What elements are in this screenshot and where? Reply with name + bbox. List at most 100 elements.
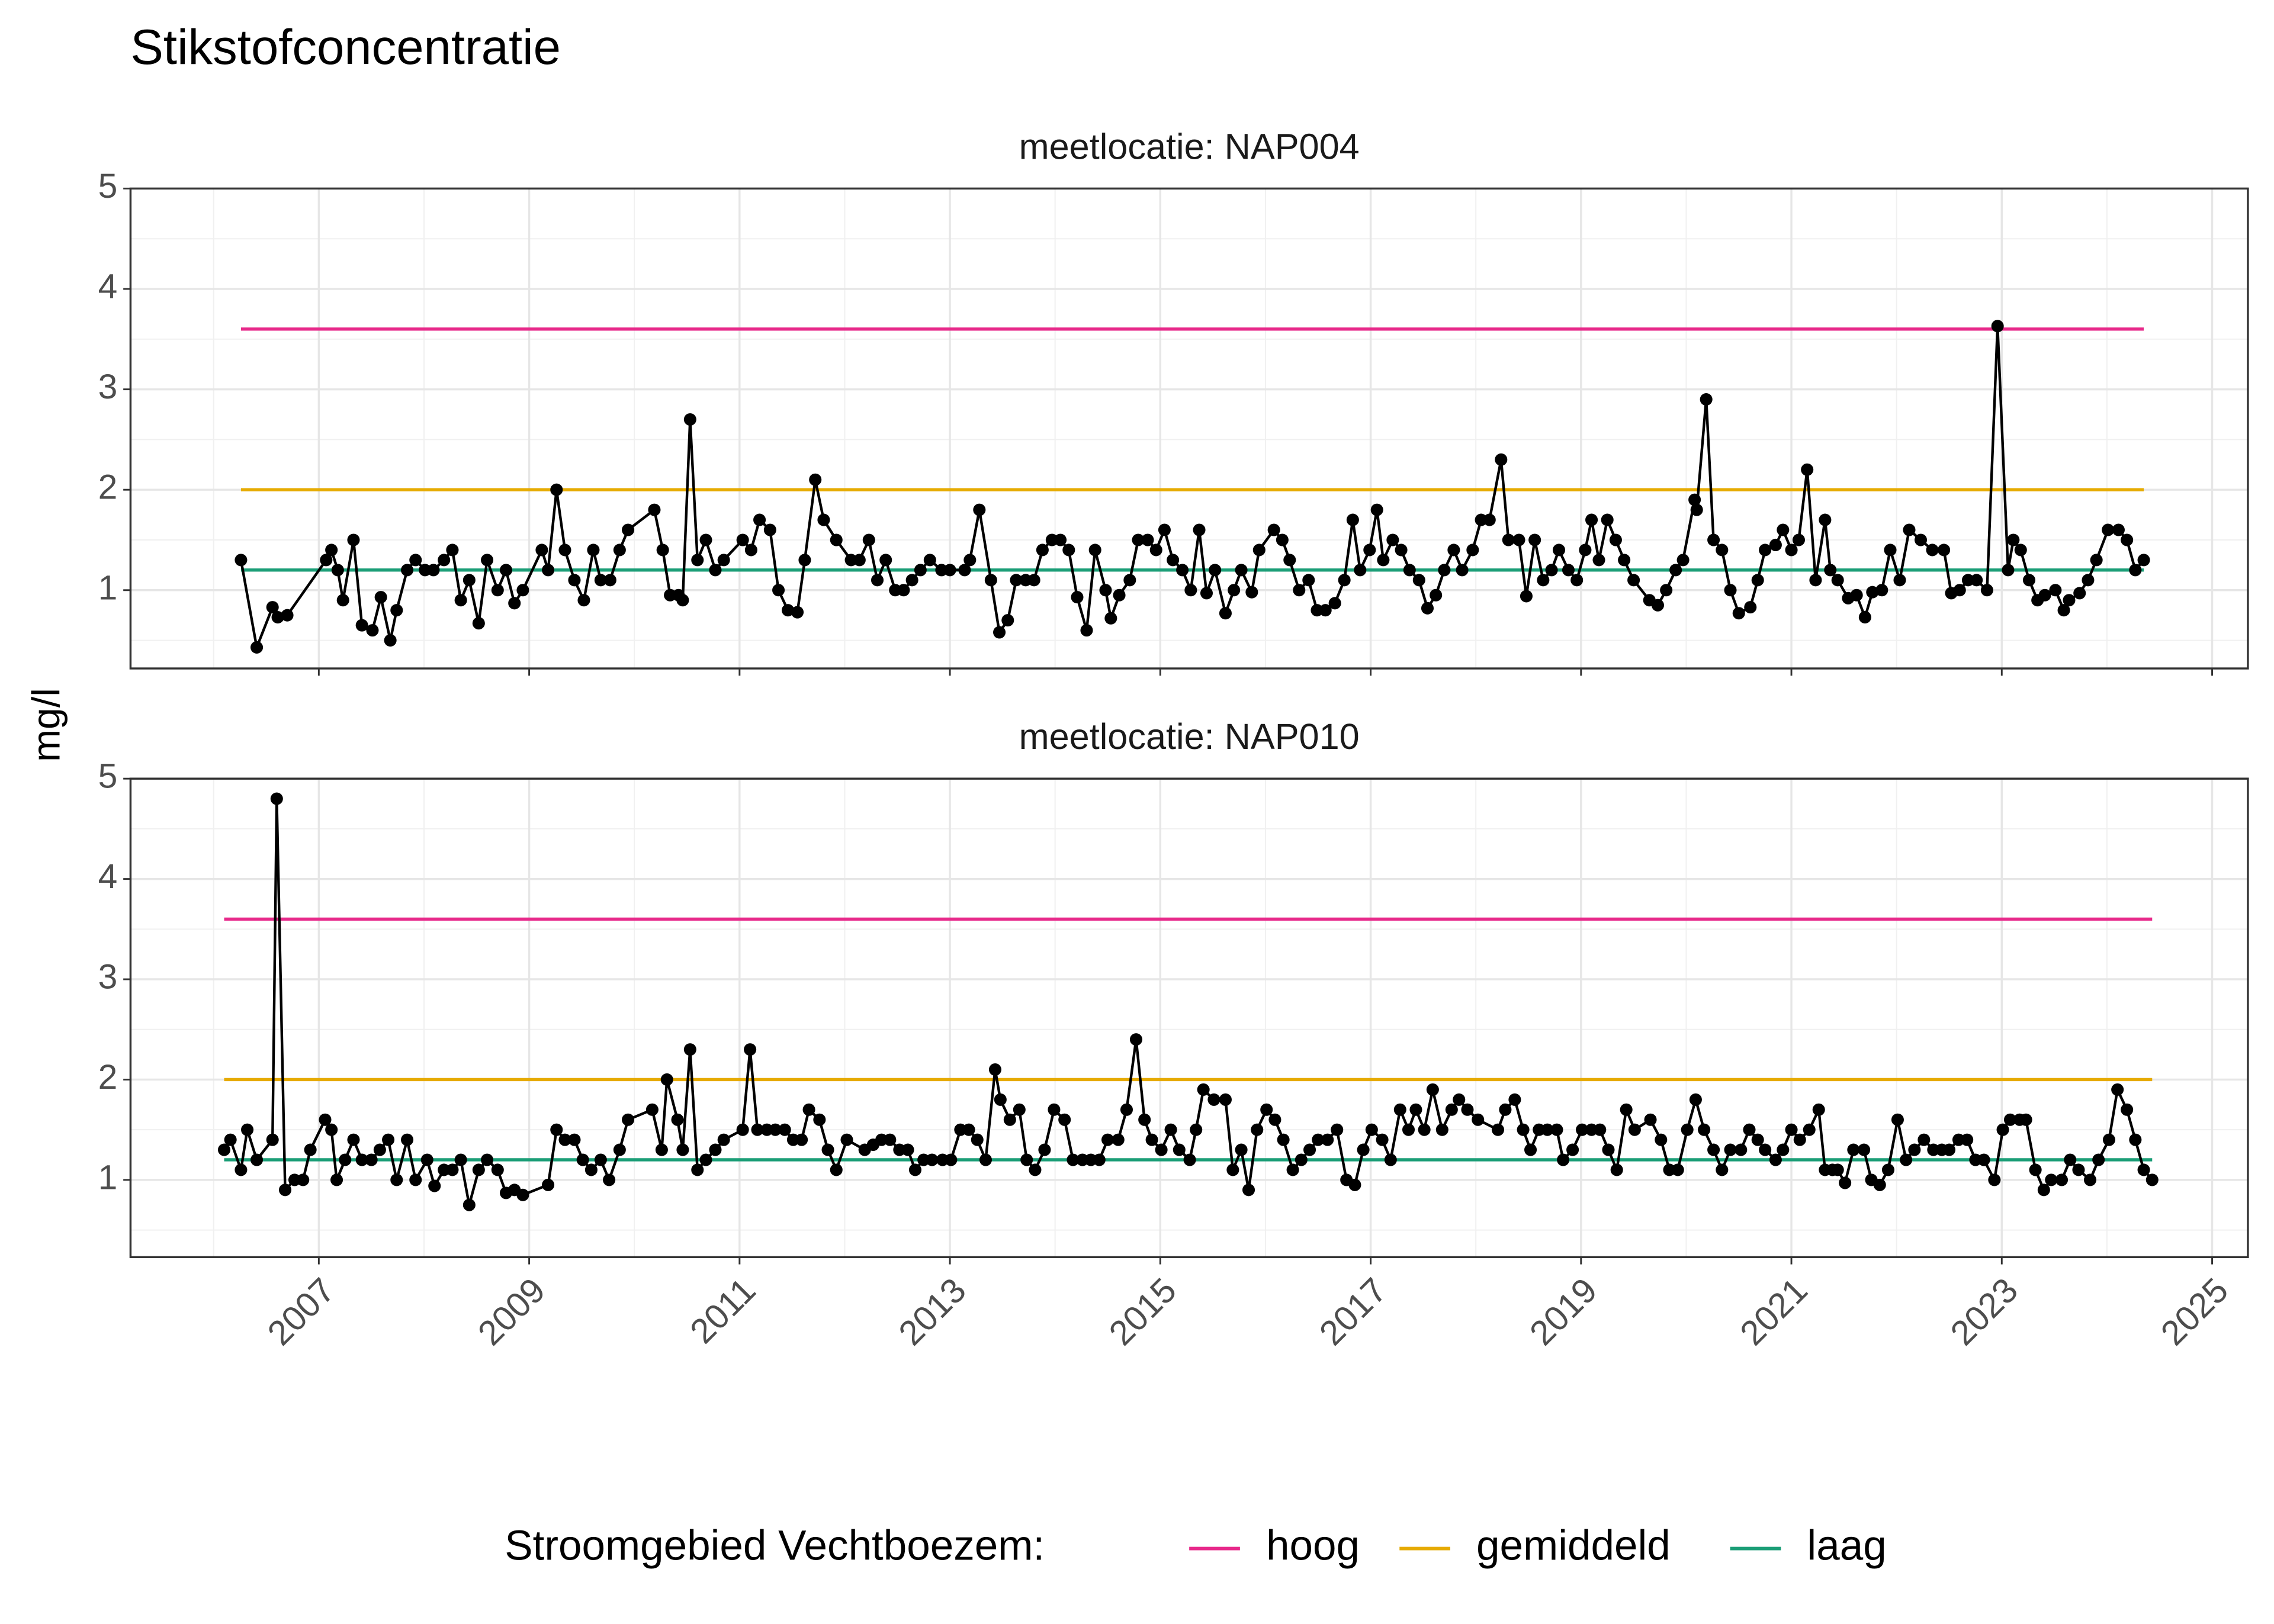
data-point (355, 1153, 368, 1166)
data-point (1421, 602, 1434, 615)
data-point (409, 1173, 422, 1186)
data-point (1093, 1153, 1106, 1166)
data-point (1219, 1093, 1232, 1106)
data-point (1777, 523, 1790, 536)
data-point (769, 1123, 782, 1136)
data-point (1594, 1123, 1607, 1136)
data-point (1412, 574, 1425, 587)
data-point (1891, 1113, 1904, 1126)
data-point (648, 503, 661, 516)
data-point (428, 1179, 441, 1192)
data-point (270, 792, 283, 805)
data-point (1655, 1133, 1668, 1146)
data-point (821, 1143, 834, 1156)
data-point (1112, 1133, 1125, 1146)
data-point (2014, 544, 2027, 557)
data-point (250, 1153, 264, 1166)
data-point (1277, 1133, 1290, 1146)
data-point (1688, 493, 1701, 506)
data-point (1184, 584, 1197, 597)
data-point (1831, 574, 1844, 587)
data-point (1235, 1143, 1248, 1156)
data-point (366, 624, 379, 637)
data-point (1020, 1153, 1033, 1166)
data-point (744, 1043, 757, 1056)
data-point (1113, 589, 1126, 602)
legend-label: gemiddeld (1476, 1522, 1671, 1569)
data-point (319, 1113, 332, 1126)
data-point (217, 1143, 231, 1156)
data-point (491, 584, 504, 597)
data-point (1610, 1163, 1623, 1176)
data-point (751, 1123, 764, 1136)
data-point (1029, 1163, 1042, 1176)
data-point (2121, 1103, 2134, 1116)
data-point (266, 601, 279, 614)
panel-background (130, 188, 2248, 669)
data-point (691, 1163, 704, 1176)
data-point (840, 1133, 853, 1146)
data-point (2129, 1133, 2142, 1146)
data-point (1123, 574, 1136, 587)
data-point (1819, 513, 1832, 526)
data-point (390, 1173, 403, 1186)
data-point (1067, 1153, 1080, 1166)
data-point (1627, 574, 1640, 587)
data-point (613, 1143, 626, 1156)
data-point (409, 554, 422, 567)
data-point (1942, 1143, 1956, 1156)
data-point (535, 544, 548, 557)
data-point (962, 1123, 975, 1136)
data-point (472, 1163, 485, 1176)
data-point (1276, 533, 1289, 546)
legend-title: Stroomgebied Vechtboezem: (505, 1522, 1045, 1569)
data-point (1926, 544, 1939, 557)
data-point (1537, 574, 1550, 587)
data-point (1235, 564, 1248, 577)
data-point (250, 641, 264, 654)
data-point (1609, 533, 1622, 546)
data-point (587, 544, 600, 557)
data-point (1769, 1153, 1782, 1166)
data-point (325, 544, 338, 557)
data-point (1328, 597, 1341, 610)
data-point (2029, 1163, 2042, 1176)
data-point (1145, 1133, 1158, 1146)
data-point (1785, 1123, 1798, 1136)
data-point (594, 1153, 607, 1166)
data-point (1003, 1113, 1016, 1126)
data-point (1850, 589, 1863, 602)
data-point (1357, 1143, 1370, 1156)
data-point (1977, 1153, 1990, 1166)
data-point (325, 1123, 338, 1136)
data-point (281, 609, 294, 622)
data-point (278, 1184, 292, 1197)
data-point (830, 1163, 843, 1176)
data-point (347, 533, 360, 546)
data-point (717, 554, 730, 567)
data-point (656, 544, 669, 557)
data-point (1219, 607, 1232, 620)
data-point (454, 594, 467, 607)
data-point (736, 533, 749, 546)
data-point (1348, 1178, 1361, 1191)
data-point (1938, 544, 1951, 557)
data-point (1312, 1133, 1325, 1146)
data-point (1552, 544, 1566, 557)
data-point (1167, 554, 1180, 567)
data-point (1732, 607, 1745, 620)
data-point (1418, 1123, 1431, 1136)
data-point (427, 564, 440, 577)
data-point (1541, 1123, 1554, 1136)
data-point (2112, 523, 2125, 536)
data-point (1873, 1178, 1886, 1191)
data-point (1099, 584, 1112, 597)
data-point (481, 554, 494, 567)
data-point (691, 554, 704, 567)
data-point (1445, 1103, 1458, 1116)
data-point (1207, 1093, 1220, 1106)
data-point (330, 1173, 343, 1186)
data-point (2045, 1173, 2058, 1186)
data-point (1524, 1143, 1537, 1156)
